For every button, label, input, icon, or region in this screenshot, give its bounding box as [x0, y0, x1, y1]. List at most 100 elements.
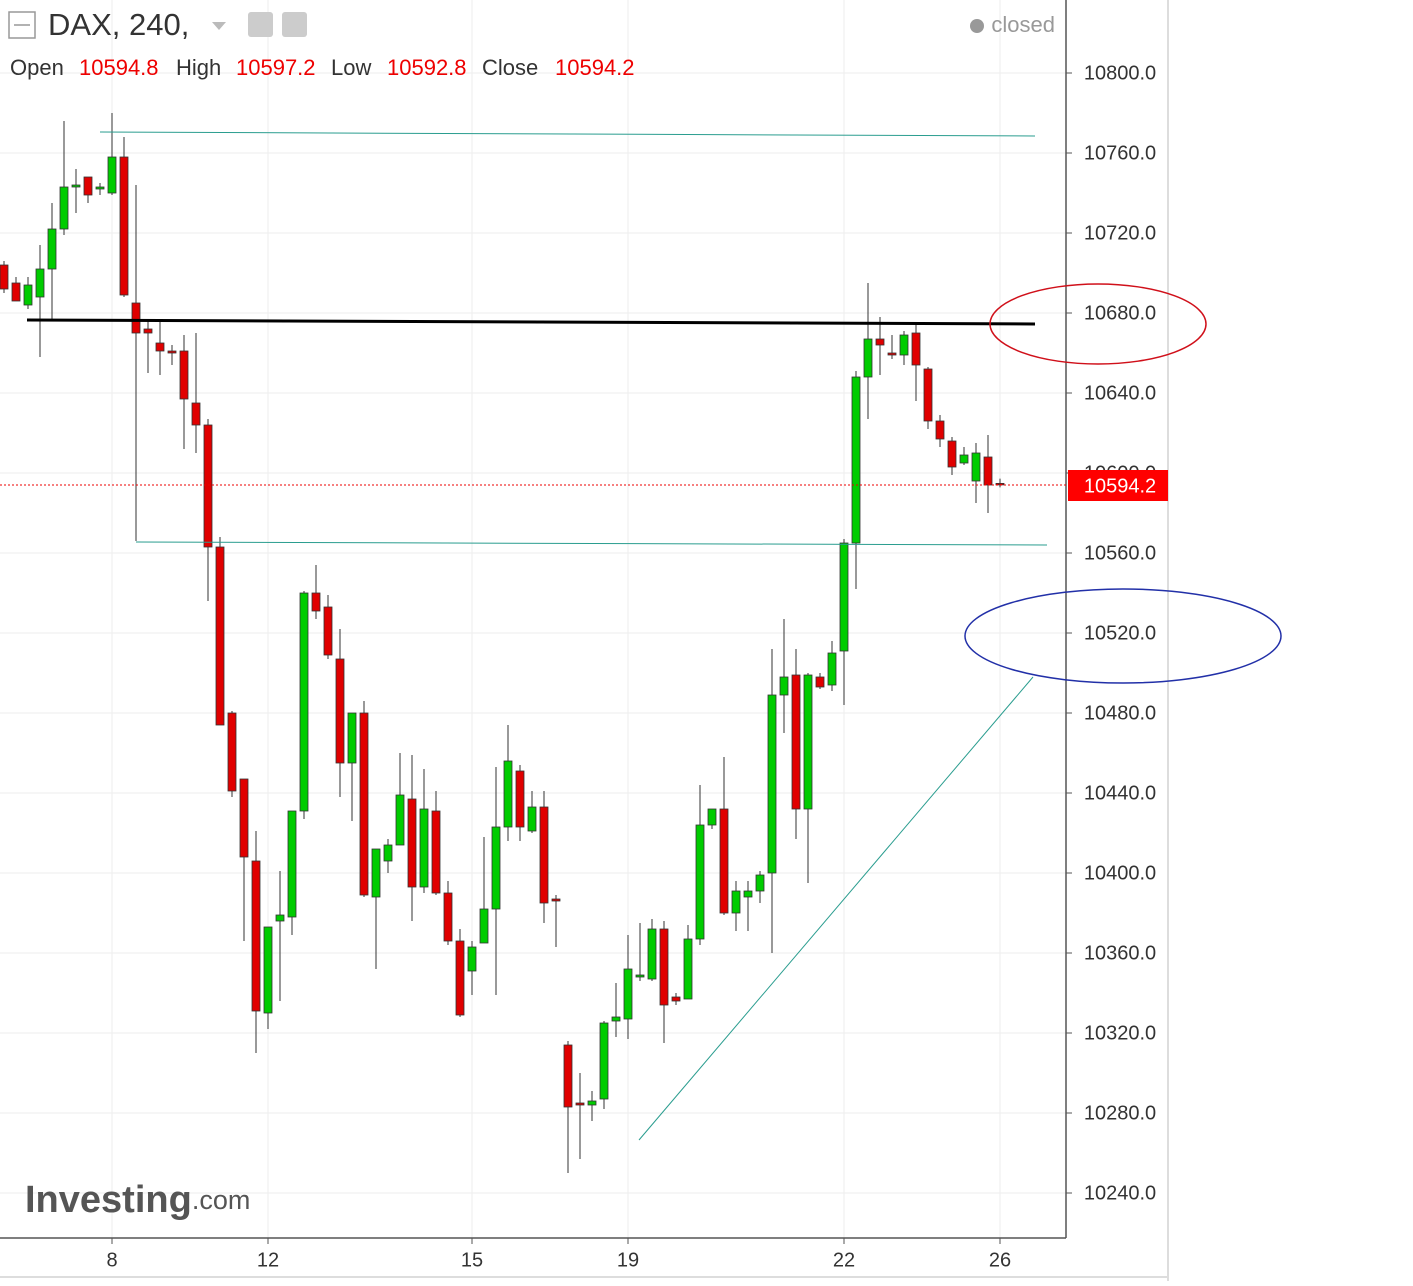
candle-body: [395, 794, 405, 846]
y-tick-label: 10280.0: [1084, 1102, 1156, 1124]
candle-body: [491, 826, 501, 910]
y-tick-label: 10480.0: [1084, 702, 1156, 724]
ohlc-label: Open: [10, 55, 64, 80]
candle-body: [71, 184, 81, 188]
y-tick-label: 10640.0: [1084, 382, 1156, 404]
candle-body: [707, 808, 717, 826]
x-tick-label: 12: [257, 1249, 279, 1271]
candle-body: [239, 778, 249, 858]
chart-title: DAX, 240,: [48, 7, 189, 42]
candle-body: [83, 176, 93, 196]
y-tick-label: 10720.0: [1084, 222, 1156, 244]
candle-body: [467, 946, 477, 972]
y-tick-label: 10360.0: [1084, 942, 1156, 964]
candle-body: [443, 892, 453, 942]
candle-body: [623, 968, 633, 1020]
ohlc-value: 10594.2: [555, 55, 635, 80]
candle-body: [551, 898, 561, 902]
candles: [0, 113, 1005, 1173]
candle-body: [527, 806, 537, 832]
candle-body: [779, 676, 789, 696]
x-tick-label: 22: [833, 1249, 855, 1271]
candle-body: [839, 542, 849, 652]
ohlc-value: 10594.8: [79, 55, 159, 80]
y-tick-label: 10560.0: [1084, 542, 1156, 564]
collapse-icon[interactable]: [8, 11, 36, 39]
drawing-line: [135, 541, 1048, 546]
candle-body: [755, 874, 765, 892]
candle-body: [275, 914, 285, 922]
candle-body: [23, 284, 33, 306]
candle-body: [575, 1102, 585, 1106]
dropdown-icon[interactable]: [212, 22, 226, 30]
settings-icon[interactable]: [248, 12, 273, 37]
candle-body: [791, 674, 801, 810]
price-label: 10594.2: [1084, 475, 1156, 497]
candle-body: [299, 592, 309, 812]
candle-body: [0, 264, 9, 290]
candle-body: [455, 940, 465, 1016]
candle-body: [251, 860, 261, 1012]
candle-body: [947, 440, 957, 468]
candle-body: [887, 352, 897, 356]
candle-body: [11, 282, 21, 302]
candle-body: [143, 328, 153, 334]
y-axis: 10240.0 10280.0 10320.0 10360.0 10400.0 10440…: [106, 62, 1156, 1271]
candle-body: [659, 928, 669, 1006]
y-tick-label: 10520.0: [1084, 622, 1156, 644]
y-tick-label: 10760.0: [1084, 142, 1156, 164]
x-tick-label: 19: [617, 1249, 639, 1271]
ellipse: [989, 283, 1207, 365]
candle-body: [107, 156, 117, 194]
candle-body: [899, 334, 909, 356]
candle-body: [923, 368, 933, 422]
ohlc-label: Low: [331, 55, 371, 80]
candle-body: [959, 454, 969, 464]
candle-body: [503, 760, 513, 828]
candle-body: [875, 338, 885, 346]
price-label-box: [1068, 470, 1168, 501]
logo-text: Investing: [25, 1179, 192, 1221]
y-tick-label: 10320.0: [1084, 1022, 1156, 1044]
status-dot: [970, 19, 984, 33]
candle-body: [611, 1016, 621, 1022]
candle-body: [419, 808, 429, 888]
candle-body: [647, 928, 657, 980]
logo: Investing.com: [25, 1179, 250, 1221]
candle-body: [347, 712, 357, 764]
candle-body: [695, 824, 705, 940]
candle-body: [803, 674, 813, 810]
drawing-line: [99, 131, 1036, 137]
candle-body: [179, 350, 189, 400]
ohlc-value: 10597.2: [236, 55, 316, 80]
candle-body: [911, 332, 921, 366]
logo-suffix: .com: [192, 1185, 251, 1215]
candle-body: [815, 676, 825, 688]
candle-body: [983, 456, 993, 486]
resistance-line: [26, 318, 1036, 326]
candle-body: [635, 974, 645, 978]
candle-body: [95, 186, 105, 190]
candle-body: [287, 810, 297, 918]
x-tick-label: 8: [106, 1249, 117, 1271]
candle-body: [191, 402, 201, 426]
candle-body: [335, 658, 345, 764]
candle-body: [47, 228, 57, 270]
candle-body: [563, 1044, 573, 1108]
candle-body: [167, 350, 177, 354]
settings-icon[interactable]: [282, 12, 307, 37]
candle-body: [59, 186, 69, 230]
candle-body: [371, 848, 381, 898]
candle-body: [587, 1100, 597, 1106]
y-tick-label: 10240.0: [1084, 1182, 1156, 1204]
x-tick-label: 15: [461, 1249, 483, 1271]
candle-body: [359, 712, 369, 896]
candle-body: [599, 1022, 609, 1100]
candle-body: [131, 302, 141, 334]
candle-body: [227, 712, 237, 792]
ohlc-label: High: [176, 55, 221, 80]
x-tick-label: 26: [989, 1249, 1011, 1271]
ellipse: [964, 588, 1282, 684]
drawing-line: [638, 676, 1034, 1141]
